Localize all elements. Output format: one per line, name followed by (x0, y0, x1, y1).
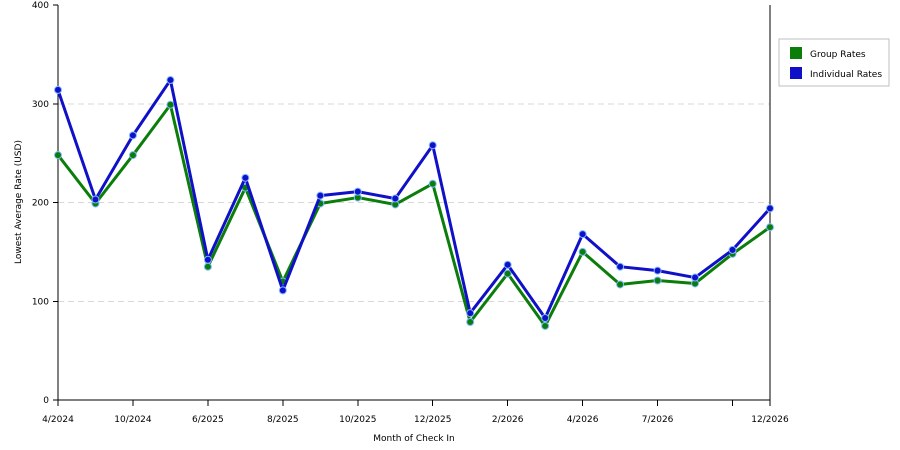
series-point-individual-rates (466, 309, 475, 318)
x-axis-tick-label: 10/2025 (339, 415, 376, 425)
series-point-individual-rates (54, 85, 62, 94)
x-axis-tick-label: 4/2024 (42, 415, 74, 425)
x-axis-tick-label: 12/2026 (751, 415, 789, 425)
series-point-group-rates (653, 276, 662, 285)
y-axis-tick-label: 400 (32, 1, 49, 11)
x-axis-tick-label: 8/2025 (267, 415, 299, 425)
series-point-individual-rates (691, 273, 700, 282)
x-axis-tick-label: 10/2024 (114, 415, 152, 425)
series-point-group-rates (616, 280, 625, 289)
x-axis-tick-label: 2/2026 (492, 415, 524, 425)
y-axis-tick-label: 300 (32, 100, 49, 110)
y-axis-tick-label: 0 (43, 396, 49, 406)
series-point-group-rates (578, 247, 587, 256)
series-point-individual-rates (653, 266, 662, 275)
x-axis-tick-label: 4/2026 (567, 415, 599, 425)
legend-swatch-individual-rates (790, 67, 802, 79)
series-point-group-rates (466, 317, 475, 326)
series-point-individual-rates (278, 286, 287, 295)
series-point-group-rates (503, 269, 512, 278)
legend-label-group-rates: Group Rates (810, 50, 866, 60)
legend-label-individual-rates: Individual Rates (810, 70, 882, 80)
series-point-individual-rates (203, 255, 212, 264)
series-point-individual-rates (91, 195, 100, 204)
series-point-individual-rates (241, 173, 250, 182)
series-line-individual-rates (56, 78, 772, 320)
series-point-group-rates (428, 179, 437, 188)
y-axis-title: Lowest Average Rate (USD) (14, 140, 24, 264)
ticks-layer: 0 100 200 300 400 4/2024 10/2024 6/2025 8/2025 10… (32, 1, 789, 425)
series-point-individual-rates (578, 230, 587, 239)
grid-layer (58, 103, 770, 302)
series-point-individual-rates (391, 194, 400, 203)
labels-layer: Month of Check In Lowest Average Rate (U… (14, 140, 455, 444)
series-point-group-rates (128, 151, 137, 160)
x-axis-tick-label: 6/2025 (192, 415, 224, 425)
y-axis-tick-label: 100 (32, 297, 49, 307)
x-axis-tick-label: 7/2026 (642, 415, 674, 425)
series-point-individual-rates (541, 314, 550, 323)
series-point-individual-rates (428, 141, 437, 150)
series-point-individual-rates (728, 245, 737, 254)
series-layer (54, 76, 774, 330)
series-point-individual-rates (503, 260, 512, 269)
series-point-individual-rates (128, 131, 137, 140)
series-point-individual-rates (166, 76, 175, 85)
legend: Group Rates Individual Rates (778, 38, 890, 87)
series-point-group-rates (766, 223, 774, 232)
series-point-group-rates (203, 262, 212, 271)
x-axis-title: Month of Check In (373, 434, 455, 444)
y-axis-tick-label: 200 (32, 199, 49, 209)
series-line-group-rates (56, 103, 772, 328)
legend-swatch-group-rates (790, 47, 802, 59)
x-axis-tick-label: 12/2025 (414, 415, 451, 425)
series-point-individual-rates (766, 204, 774, 213)
series-point-group-rates (54, 151, 62, 160)
series-point-individual-rates (353, 187, 362, 196)
series-point-individual-rates (316, 191, 325, 200)
series-point-individual-rates (616, 262, 625, 271)
series-point-group-rates (166, 100, 175, 109)
series-point-group-rates (541, 321, 550, 330)
